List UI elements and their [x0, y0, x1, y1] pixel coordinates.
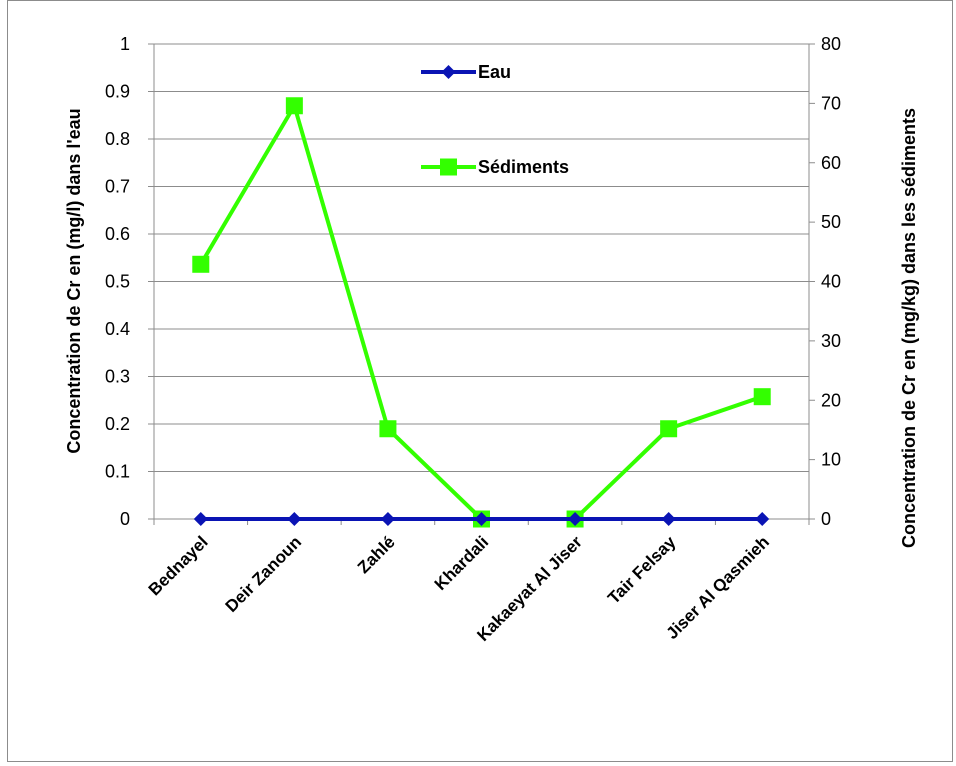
data-point-diamond — [661, 512, 676, 526]
x-tick-label: Bednayel — [145, 532, 212, 599]
x-tick-label: Tair Felsay — [604, 532, 680, 608]
y-right-tick-label: 40 — [821, 272, 841, 292]
left-axis-ticks: 0 0.1 0.2 0.3 0.4 0.5 0.6 0.7 0.8 0.9 1 — [105, 34, 154, 529]
category-labels: Bednayel Deir Zanoun Zahlé KhardaliKakaeyat… — [145, 519, 810, 645]
y-axis-left-label: Concentration de Cr en (mg/l) dans l'eau — [64, 108, 84, 453]
y-left-tick-label: 0.2 — [105, 414, 130, 434]
legend: Eau Sédiments — [421, 62, 569, 177]
y-left-tick-label: 0.8 — [105, 129, 130, 149]
x-tick-label: Deir Zanoun — [222, 532, 306, 616]
data-point-diamond — [474, 512, 489, 526]
data-point-diamond — [287, 512, 302, 526]
data-point-square — [379, 420, 397, 438]
y-left-tick-label: 0.3 — [105, 367, 130, 387]
y-right-tick-label: 10 — [821, 450, 841, 470]
y-left-tick-label: 0 — [120, 509, 130, 529]
data-point-square — [660, 420, 678, 438]
y-left-tick-label: 0.1 — [105, 462, 130, 482]
y-right-tick-label: 60 — [821, 153, 841, 173]
right-axis-ticks: 0 10 20 30 40 50 60 70 80 — [809, 34, 841, 529]
data-point-diamond — [755, 512, 770, 526]
data-point-diamond — [568, 512, 583, 526]
y-left-tick-label: 0.6 — [105, 224, 130, 244]
x-tick-label: Jiser Al Qasmieh — [663, 532, 774, 643]
chart-frame — [7, 0, 953, 762]
y-right-tick-label: 30 — [821, 331, 841, 351]
legend-label: Eau — [478, 62, 511, 82]
data-point-diamond — [193, 512, 208, 526]
y-right-tick-label: 80 — [821, 34, 841, 54]
y-right-tick-label: 50 — [821, 212, 841, 232]
y-left-tick-label: 0.7 — [105, 177, 130, 197]
y-left-tick-label: 0.5 — [105, 272, 130, 292]
data-point-square — [192, 255, 210, 273]
y-right-tick-label: 20 — [821, 390, 841, 410]
y-right-tick-label: 70 — [821, 93, 841, 113]
x-tick-label: Zahlé — [354, 532, 399, 577]
x-tick-label: Kakaeyat Al Jiser — [473, 532, 586, 645]
series-group — [192, 97, 771, 528]
gridlines — [154, 43, 809, 472]
x-tick-label: Khardali — [431, 532, 493, 594]
legend-swatch-marker — [440, 158, 457, 176]
y-left-tick-label: 0.9 — [105, 82, 130, 102]
legend-swatch-marker — [441, 65, 456, 79]
y-right-tick-label: 0 — [821, 509, 831, 529]
y-left-tick-label: 1 — [120, 34, 130, 54]
y-left-tick-label: 0.4 — [105, 319, 130, 339]
legend-label: Sédiments — [478, 157, 569, 177]
data-point-diamond — [380, 512, 395, 526]
data-point-square — [285, 97, 303, 115]
y-axis-right-label: Concentration de Cr en (mg/kg) dans les … — [899, 108, 919, 548]
data-point-square — [753, 388, 771, 406]
